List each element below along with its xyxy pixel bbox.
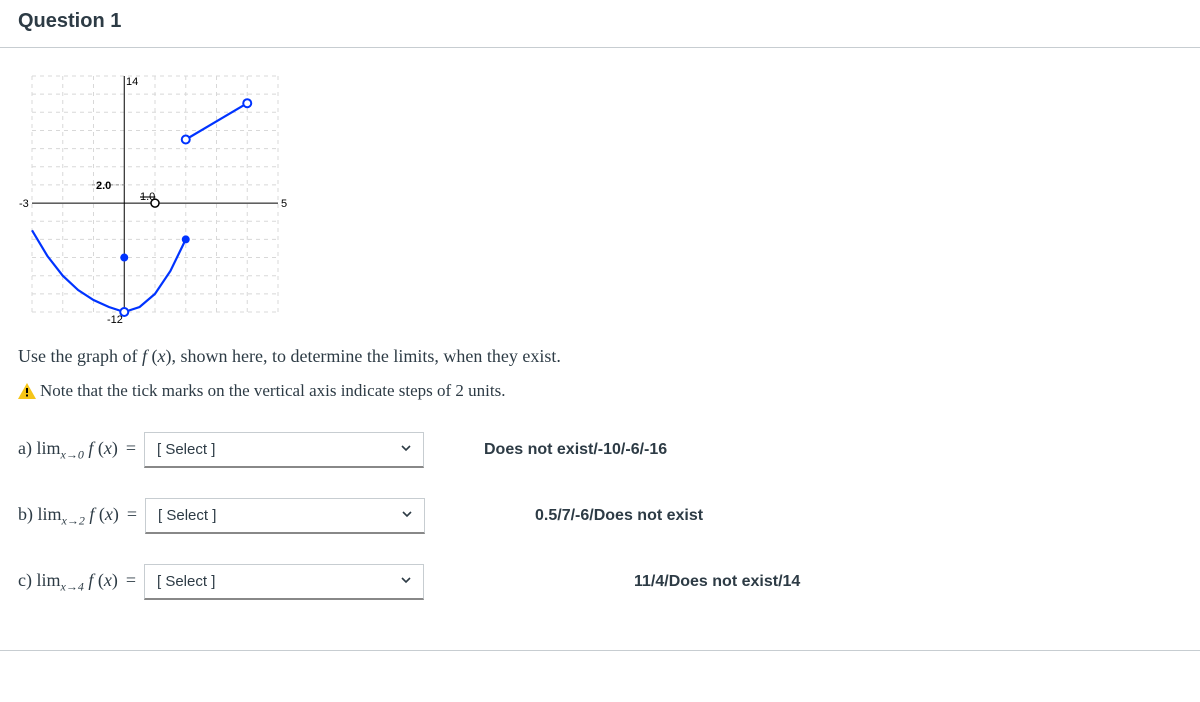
part-c-select[interactable]: [ Select ] xyxy=(144,564,424,600)
instruction-text: Use the graph of f (x), shown here, to d… xyxy=(18,346,1182,367)
part-a-label: a) limx→0 f (x)= xyxy=(18,438,144,463)
part-b-select[interactable]: [ Select ] xyxy=(145,498,425,534)
x-left-label: -3 xyxy=(19,198,29,210)
label-1-0: 1.0 xyxy=(140,191,155,203)
part-a-select[interactable]: [ Select ] xyxy=(144,432,424,468)
graph-container: 14 -12 -3 5 2.0 1.0 xyxy=(12,66,1182,332)
note-text: Note that the tick marks on the vertical… xyxy=(18,381,1182,404)
question-body: 14 -12 -3 5 2.0 1.0 Use the graph of f (… xyxy=(0,48,1200,651)
y-bottom-label: -12 xyxy=(107,314,123,326)
part-b-options: 0.5/7/-6/Does not exist xyxy=(535,507,703,525)
part-c-label: c) limx→4 f (x)= xyxy=(18,570,144,595)
x-right-label: 5 xyxy=(281,198,287,210)
select-placeholder: [ Select ] xyxy=(157,441,215,458)
chevron-down-icon xyxy=(400,507,414,525)
function-graph: 14 -12 -3 5 2.0 1.0 xyxy=(12,66,298,332)
select-placeholder: [ Select ] xyxy=(157,573,215,590)
chevron-down-icon xyxy=(399,441,413,459)
part-b-row: b) limx→2 f (x)= [ Select ] 0.5/7/-6/Doe… xyxy=(18,498,1182,534)
part-b-label: b) limx→2 f (x)= xyxy=(18,504,145,529)
chevron-down-icon xyxy=(399,573,413,591)
question-title: Question 1 xyxy=(18,10,1182,33)
warning-icon xyxy=(18,383,36,404)
y-top-label: 14 xyxy=(126,76,138,88)
part-c-row: c) limx→4 f (x)= [ Select ] 11/4/Does no… xyxy=(18,564,1182,600)
part-c-options: 11/4/Does not exist/14 xyxy=(634,573,800,591)
part-a-row: a) limx→0 f (x)= [ Select ] Does not exi… xyxy=(18,432,1182,468)
question-header: Question 1 xyxy=(0,0,1200,48)
label-2-0: 2.0 xyxy=(96,180,111,192)
part-a-options: Does not exist/-10/-6/-16 xyxy=(484,441,667,459)
select-placeholder: [ Select ] xyxy=(158,507,216,524)
